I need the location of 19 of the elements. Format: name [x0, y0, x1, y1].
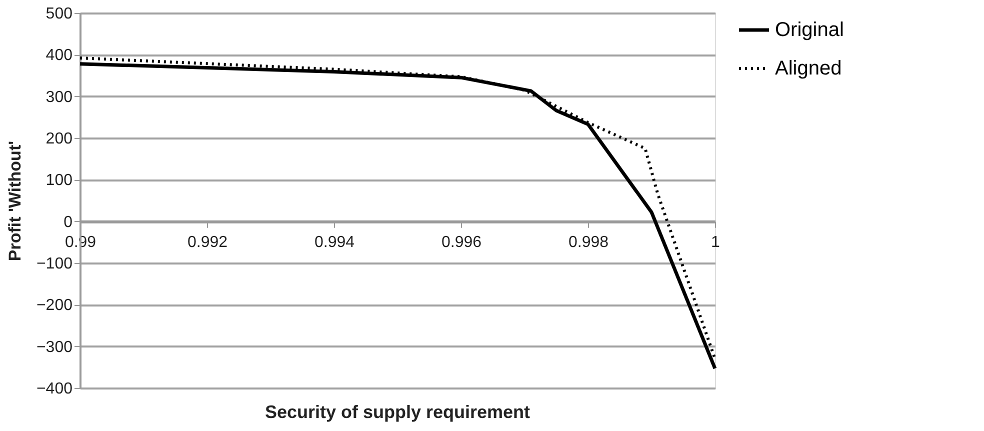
- x-tick-label: 0.996: [441, 234, 482, 251]
- y-tick-label: 300: [46, 88, 73, 106]
- y-tick-label: 500: [46, 6, 73, 22]
- x-tick-label: 0.998: [568, 234, 609, 251]
- legend-label: Original: [775, 19, 844, 41]
- x-tick-label: 1: [711, 234, 720, 251]
- legend-label: Aligned: [775, 58, 842, 80]
- y-tick-label: 200: [46, 130, 73, 148]
- y-tick-label: 100: [46, 172, 73, 190]
- y-axis-title: Profit 'Without': [5, 140, 24, 262]
- y-tick-label: −200: [36, 297, 73, 314]
- x-tick-label: 0.994: [314, 234, 355, 251]
- x-axis-title: Security of supply requirement: [264, 402, 530, 422]
- y-tick-label: −100: [36, 256, 73, 272]
- y-tick-label: 0: [64, 214, 73, 231]
- x-tick-label: 0.992: [187, 234, 228, 251]
- y-tick-label: −400: [36, 380, 73, 398]
- y-tick-label: −300: [36, 338, 73, 356]
- y-tick-label: 400: [46, 47, 73, 64]
